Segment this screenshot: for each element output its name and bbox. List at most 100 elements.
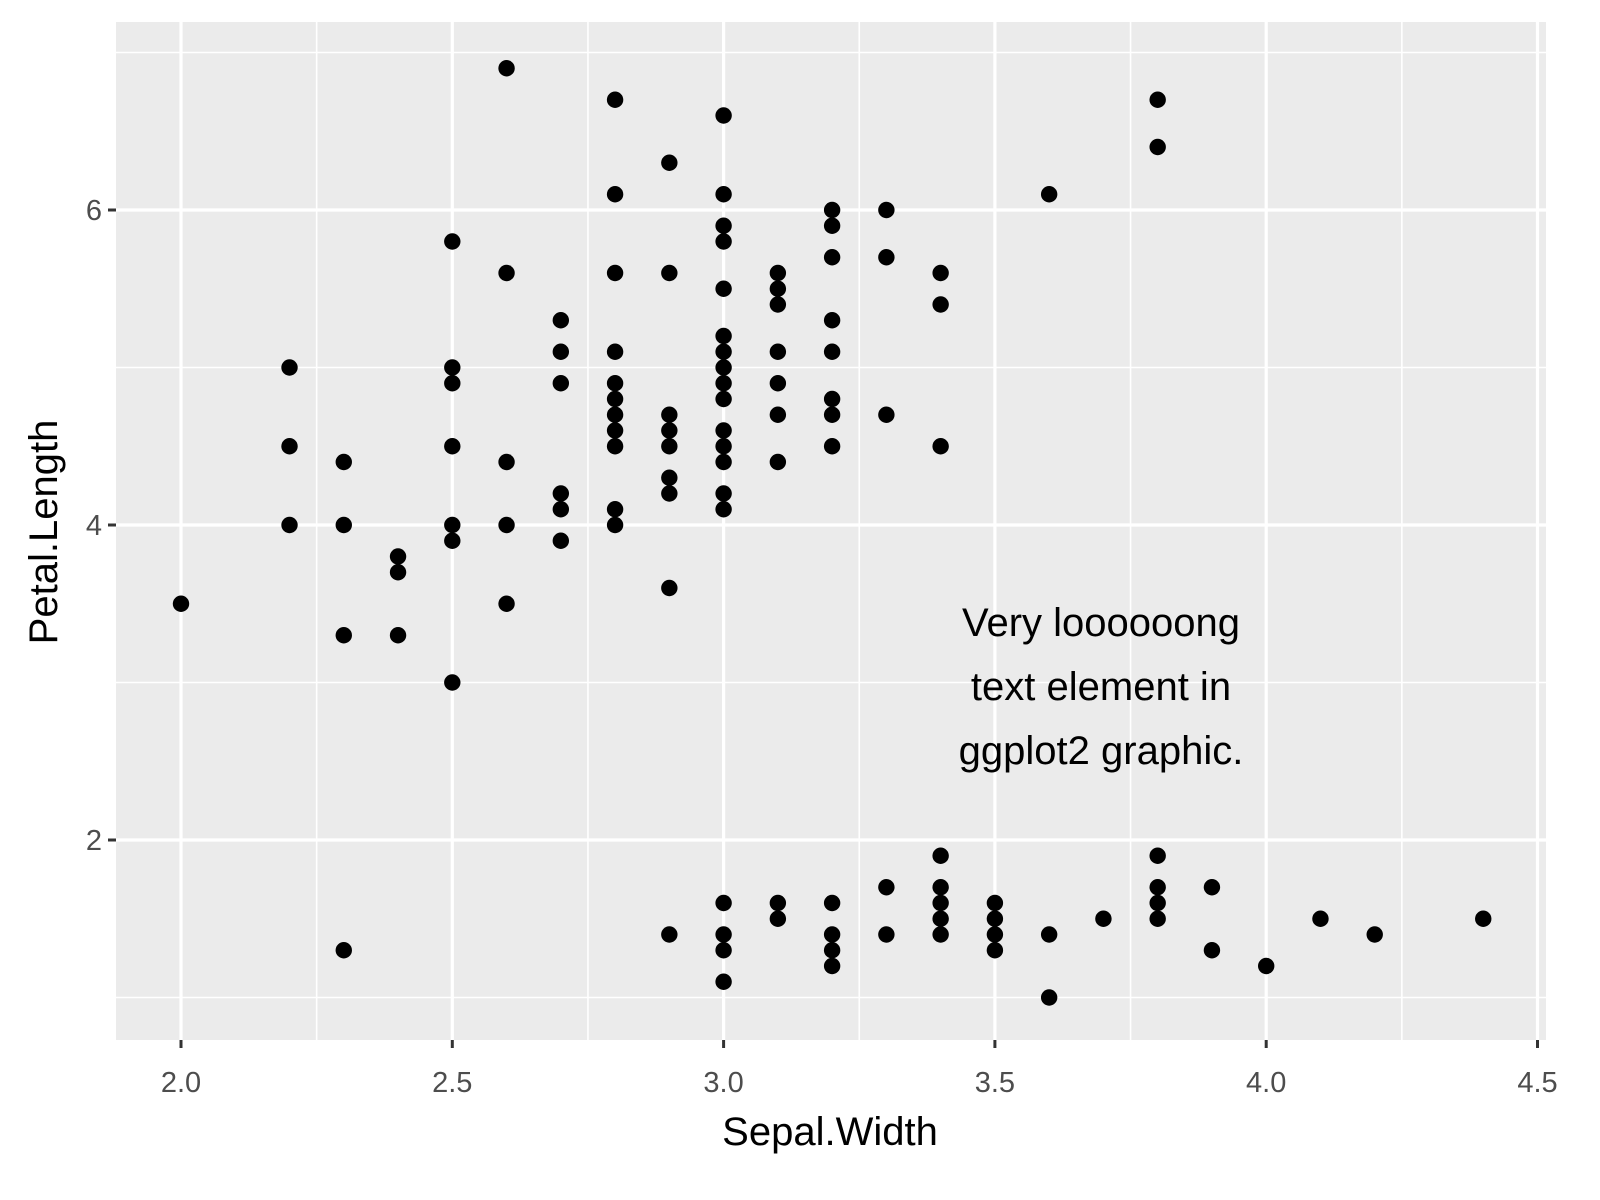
data-point bbox=[715, 327, 732, 345]
data-point bbox=[932, 264, 949, 282]
data-point bbox=[715, 343, 732, 360]
data-point bbox=[606, 264, 624, 282]
data-point bbox=[932, 438, 949, 455]
x-tick-label: 4.0 bbox=[1246, 1067, 1286, 1099]
data-point bbox=[606, 501, 624, 518]
data-point bbox=[878, 406, 895, 423]
data-point bbox=[986, 926, 1004, 943]
data-point bbox=[715, 438, 732, 455]
data-point bbox=[606, 422, 624, 439]
data-point bbox=[389, 564, 407, 581]
data-point bbox=[552, 485, 570, 502]
data-point bbox=[769, 264, 787, 282]
data-point bbox=[715, 280, 732, 297]
data-point bbox=[661, 485, 678, 502]
data-point bbox=[552, 532, 570, 549]
data-point bbox=[281, 359, 298, 376]
data-point bbox=[498, 595, 515, 612]
data-point bbox=[715, 926, 732, 943]
x-axis: 2.0 2.5 3.0 3.5 4.0 4.5 bbox=[161, 1040, 1558, 1099]
data-point bbox=[444, 438, 461, 455]
data-point bbox=[606, 343, 624, 360]
data-point bbox=[823, 249, 841, 266]
data-point bbox=[1475, 910, 1492, 927]
data-point bbox=[444, 532, 461, 549]
data-point bbox=[769, 343, 787, 360]
data-point bbox=[1149, 879, 1166, 896]
data-point bbox=[932, 894, 949, 912]
data-point bbox=[1149, 894, 1166, 912]
data-point bbox=[606, 186, 624, 203]
data-point bbox=[878, 201, 895, 219]
data-point bbox=[823, 201, 841, 219]
data-point bbox=[606, 375, 624, 392]
data-point bbox=[606, 438, 624, 455]
data-point bbox=[823, 217, 841, 234]
data-point bbox=[823, 390, 841, 408]
y-tick-label: 2 bbox=[86, 825, 102, 857]
data-point bbox=[769, 894, 787, 912]
data-point bbox=[715, 453, 732, 471]
data-point bbox=[661, 926, 678, 943]
data-point bbox=[823, 926, 841, 943]
data-point bbox=[661, 469, 678, 486]
data-point bbox=[498, 453, 515, 471]
data-point bbox=[172, 595, 190, 612]
data-point bbox=[1149, 138, 1166, 156]
data-point bbox=[1203, 879, 1221, 896]
data-point bbox=[715, 359, 732, 376]
data-point bbox=[932, 879, 949, 896]
data-point bbox=[715, 501, 732, 518]
data-point bbox=[715, 894, 732, 912]
data-point bbox=[1149, 847, 1166, 864]
data-point bbox=[498, 60, 515, 77]
y-tick-label: 4 bbox=[86, 510, 102, 542]
data-point bbox=[932, 296, 949, 313]
data-point bbox=[606, 91, 624, 108]
data-point bbox=[769, 296, 787, 313]
data-point bbox=[932, 926, 949, 943]
data-point bbox=[986, 910, 1004, 927]
panel-background bbox=[116, 22, 1546, 1040]
data-point bbox=[1312, 910, 1329, 927]
data-point bbox=[769, 406, 787, 423]
data-point bbox=[932, 910, 949, 927]
data-point bbox=[498, 516, 515, 534]
data-point bbox=[932, 847, 949, 864]
x-tick-label: 2.0 bbox=[161, 1067, 201, 1099]
data-point bbox=[661, 406, 678, 423]
data-point bbox=[661, 422, 678, 439]
data-point bbox=[335, 453, 352, 471]
data-point bbox=[715, 186, 732, 203]
data-point bbox=[823, 406, 841, 423]
y-axis-title: Petal.Length bbox=[22, 420, 66, 645]
data-point bbox=[769, 375, 787, 392]
data-point bbox=[661, 154, 678, 171]
data-point bbox=[1258, 957, 1275, 975]
data-point bbox=[552, 375, 570, 392]
x-axis-title: Sepal.Width bbox=[722, 1110, 938, 1154]
data-point bbox=[444, 359, 461, 376]
data-point bbox=[444, 233, 461, 250]
data-point bbox=[823, 438, 841, 455]
data-point bbox=[606, 406, 624, 423]
data-point bbox=[661, 579, 678, 597]
data-point bbox=[498, 264, 515, 282]
data-point bbox=[715, 973, 732, 990]
data-point bbox=[769, 280, 787, 297]
x-tick-label: 4.5 bbox=[1517, 1067, 1557, 1099]
text-annotation: Very loooooong text element in ggplot2 gra… bbox=[959, 601, 1244, 773]
data-point bbox=[823, 312, 841, 329]
data-point bbox=[715, 422, 732, 439]
data-point bbox=[986, 942, 1004, 959]
data-point bbox=[1149, 91, 1166, 108]
data-point bbox=[1040, 989, 1058, 1006]
data-points bbox=[172, 60, 1492, 1006]
annotation-line: Very loooooong bbox=[962, 601, 1240, 645]
data-point bbox=[715, 217, 732, 234]
data-point bbox=[389, 548, 407, 565]
data-point bbox=[715, 485, 732, 502]
data-point bbox=[986, 894, 1004, 912]
data-point bbox=[444, 375, 461, 392]
